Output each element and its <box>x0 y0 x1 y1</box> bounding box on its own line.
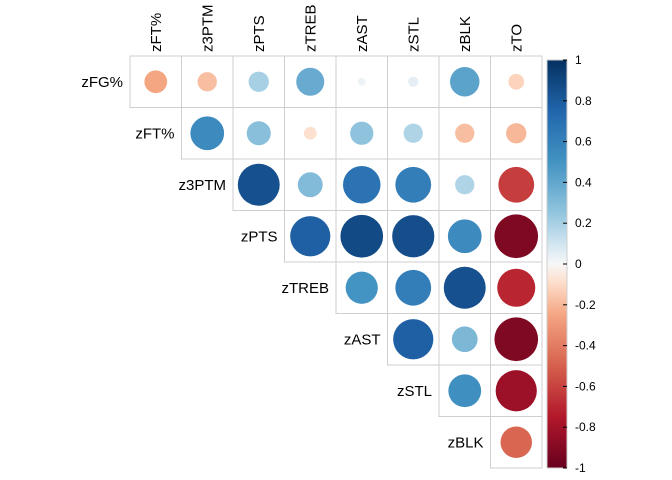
circle-zfgpct-zast <box>357 77 366 86</box>
col-label-zpts: zPTS <box>251 15 268 52</box>
row-label-zast: zAST <box>344 331 381 348</box>
matrix-cells <box>129 55 543 469</box>
col-label-zast: zAST <box>354 15 371 52</box>
colorbar-tick-label: 0.4 <box>575 175 592 189</box>
circle-zfgpct-zftpct <box>144 70 168 94</box>
circle-zblk-zto <box>500 426 533 459</box>
colorbar-tick-label: -0.8 <box>575 420 596 434</box>
row-label-zftpct: zFT% <box>135 125 174 142</box>
circle-zftpct-zast <box>350 121 374 145</box>
circle-zftpct-zpts <box>246 121 271 146</box>
circle-zftpct-zblk <box>455 123 475 143</box>
col-label-zftpct: zFT% <box>148 13 165 52</box>
row-label-zblk: zBLK <box>448 434 484 451</box>
circle-zftpct-ztreb <box>303 126 317 140</box>
colorbar-tick-label: 0.8 <box>575 94 592 108</box>
circle-zftpct-zstl <box>403 123 423 143</box>
circle-z3ptm-zto <box>498 166 535 203</box>
circle-zfgpct-z3ptm <box>197 72 217 92</box>
colorbar-tick-label: 0.2 <box>575 216 592 230</box>
circle-zfgpct-zpts <box>248 71 269 92</box>
colorbar-tick-label: -1 <box>575 461 586 475</box>
colorbar-tick-label: -0.2 <box>575 298 596 312</box>
circle-zfgpct-ztreb <box>296 67 325 96</box>
circle-zfgpct-zto <box>508 73 525 90</box>
col-label-zblk: zBLK <box>457 16 474 52</box>
row-label-zstl: zSTL <box>397 383 432 400</box>
circle-zstl-zto <box>495 370 537 412</box>
circle-zftpct-zto <box>506 123 527 144</box>
colorbar-tick-label: 0.6 <box>575 135 592 149</box>
col-label-zstl: zSTL <box>405 17 422 52</box>
row-label-z3ptm: z3PTM <box>178 177 226 194</box>
circle-zftpct-z3ptm <box>190 116 225 151</box>
circle-z3ptm-zpts <box>237 163 280 206</box>
circle-zast-zto <box>494 317 539 362</box>
cell-zftpct-zblk <box>438 107 491 160</box>
circle-zstl-zblk <box>448 374 482 408</box>
circle-zpts-ztreb <box>290 216 331 257</box>
circle-ztreb-zstl <box>395 269 432 306</box>
colorbar-tick-label: -0.6 <box>575 379 596 393</box>
colorbar: -1 -0.8 -0.6 -0.4 -0.2 0 0.2 0.4 0.6 0.8 1 <box>546 53 596 475</box>
circle-zfgpct-zstl <box>408 76 419 87</box>
circle-ztreb-zast <box>345 271 378 304</box>
column-labels: zFT% z3PTM zPTS zTREB zAST zSTL zBLK zTO <box>148 4 526 52</box>
col-label-zto: zTO <box>508 24 525 52</box>
circle-zast-zblk <box>451 326 478 353</box>
circle-ztreb-zblk <box>443 266 486 309</box>
circle-z3ptm-zstl <box>395 166 432 203</box>
circle-zfgpct-zblk <box>450 67 480 97</box>
row-label-zfgpct: zFG% <box>81 74 123 91</box>
row-label-zpts: zPTS <box>241 228 278 245</box>
circle-zpts-zstl <box>392 215 435 258</box>
row-labels: zFG% zFT% z3PTM zPTS zTREB zAST zSTL zBLK <box>81 74 483 452</box>
col-label-ztreb: zTREB <box>302 4 319 52</box>
circle-z3ptm-zast <box>342 165 381 204</box>
correlation-circles <box>144 67 539 459</box>
colorbar-tick-label: -0.4 <box>575 339 596 353</box>
col-label-z3ptm: z3PTM <box>199 4 216 52</box>
circle-zast-zstl <box>393 319 434 360</box>
colorbar-tick-label: 0 <box>575 257 582 271</box>
circle-zpts-zast <box>340 214 384 258</box>
circle-z3ptm-ztreb <box>297 172 323 198</box>
cell-zfgpct-zto <box>490 55 543 108</box>
colorbar-tick-label: 1 <box>575 53 582 67</box>
circle-z3ptm-zblk <box>455 175 475 195</box>
circle-ztreb-zto <box>497 268 536 307</box>
circle-zpts-zto <box>494 214 539 259</box>
circle-zpts-zblk <box>447 219 482 254</box>
row-label-ztreb: zTREB <box>281 280 329 297</box>
